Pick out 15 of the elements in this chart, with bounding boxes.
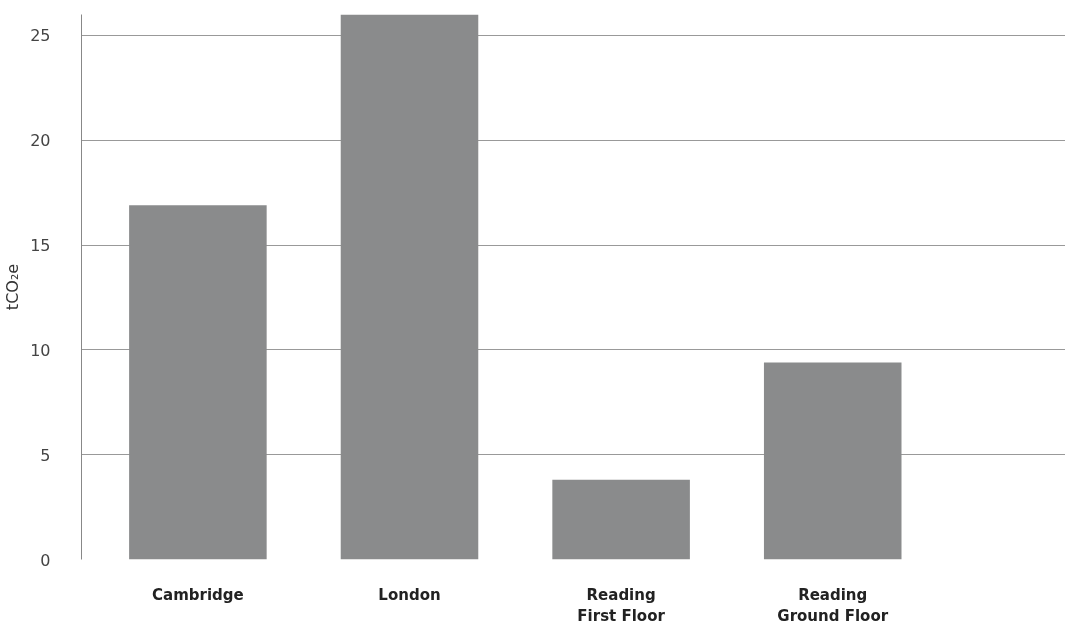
- y-axis-title: tCO₂e: [3, 263, 23, 311]
- x-tick-label: Reading Ground Floor: [777, 585, 889, 626]
- bar: [340, 14, 479, 560]
- y-tick-label: 10: [30, 340, 51, 360]
- y-tick-label: 15: [30, 236, 51, 256]
- bar: [552, 479, 690, 560]
- y-tick-label: 5: [40, 445, 51, 465]
- y-tick-label: 20: [30, 131, 51, 151]
- y-tick-label: 25: [30, 26, 51, 46]
- bar: [129, 205, 267, 560]
- bar: [763, 362, 902, 560]
- y-tick-label: 0: [40, 550, 51, 570]
- x-tick-label: Cambridge: [152, 585, 244, 604]
- x-tick-label: London: [378, 585, 441, 604]
- x-tick-label: Reading First Floor: [577, 585, 666, 626]
